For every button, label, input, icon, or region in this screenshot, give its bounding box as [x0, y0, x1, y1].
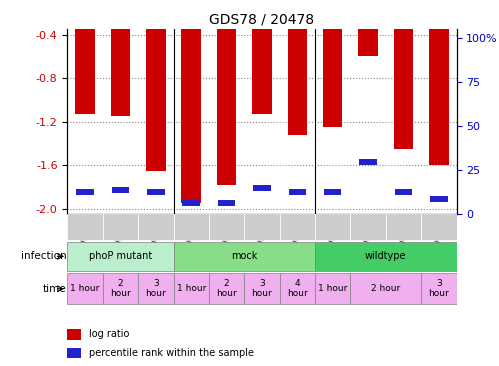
Bar: [146, 0, 166, 171]
Text: 1 hour: 1 hour: [177, 284, 206, 293]
Bar: [324, 189, 341, 195]
Text: time: time: [43, 284, 67, 294]
Bar: [174, 214, 209, 240]
Bar: [350, 273, 421, 304]
Text: 2
hour: 2 hour: [110, 279, 131, 299]
Bar: [315, 242, 457, 271]
Bar: [315, 273, 350, 304]
Bar: [252, 0, 271, 114]
Text: 3
hour: 3 hour: [429, 279, 449, 299]
Bar: [429, 0, 449, 165]
Bar: [386, 214, 421, 240]
Bar: [147, 189, 165, 195]
Text: 2
hour: 2 hour: [216, 279, 237, 299]
Bar: [253, 185, 271, 191]
Bar: [218, 200, 236, 206]
Bar: [103, 273, 138, 304]
Text: phoP mutant: phoP mutant: [89, 251, 152, 261]
Bar: [75, 0, 95, 114]
Bar: [421, 214, 457, 240]
Bar: [76, 189, 94, 195]
Bar: [174, 273, 209, 304]
Text: infection: infection: [21, 251, 67, 261]
Bar: [287, 0, 307, 135]
Bar: [358, 0, 378, 56]
Text: 1 hour: 1 hour: [70, 284, 100, 293]
Bar: [430, 196, 448, 202]
Text: log ratio: log ratio: [89, 329, 129, 339]
Bar: [245, 214, 279, 240]
Bar: [138, 273, 174, 304]
Bar: [209, 214, 245, 240]
Bar: [421, 273, 457, 304]
Bar: [245, 273, 279, 304]
Bar: [279, 214, 315, 240]
Bar: [67, 273, 103, 304]
Text: 2 hour: 2 hour: [371, 284, 400, 293]
Bar: [394, 0, 413, 149]
Bar: [279, 273, 315, 304]
Text: 4
hour: 4 hour: [287, 279, 308, 299]
Text: percentile rank within the sample: percentile rank within the sample: [89, 348, 254, 358]
Bar: [350, 214, 386, 240]
Text: wildtype: wildtype: [365, 251, 407, 261]
Text: 1 hour: 1 hour: [318, 284, 347, 293]
Bar: [288, 189, 306, 195]
Text: 3
hour: 3 hour: [145, 279, 166, 299]
Bar: [138, 214, 174, 240]
Bar: [209, 273, 245, 304]
Bar: [103, 214, 138, 240]
Title: GDS78 / 20478: GDS78 / 20478: [210, 13, 314, 27]
Bar: [323, 0, 342, 127]
Bar: [67, 329, 81, 340]
Text: mock: mock: [231, 251, 257, 261]
Bar: [67, 214, 103, 240]
Bar: [67, 242, 174, 271]
Bar: [111, 0, 130, 116]
Text: 3
hour: 3 hour: [251, 279, 272, 299]
Bar: [182, 0, 201, 203]
Bar: [183, 200, 200, 206]
Bar: [315, 214, 350, 240]
Bar: [395, 189, 412, 195]
Bar: [359, 159, 377, 165]
Bar: [217, 0, 237, 185]
Bar: [174, 242, 315, 271]
Bar: [112, 187, 129, 193]
Bar: [67, 348, 81, 358]
